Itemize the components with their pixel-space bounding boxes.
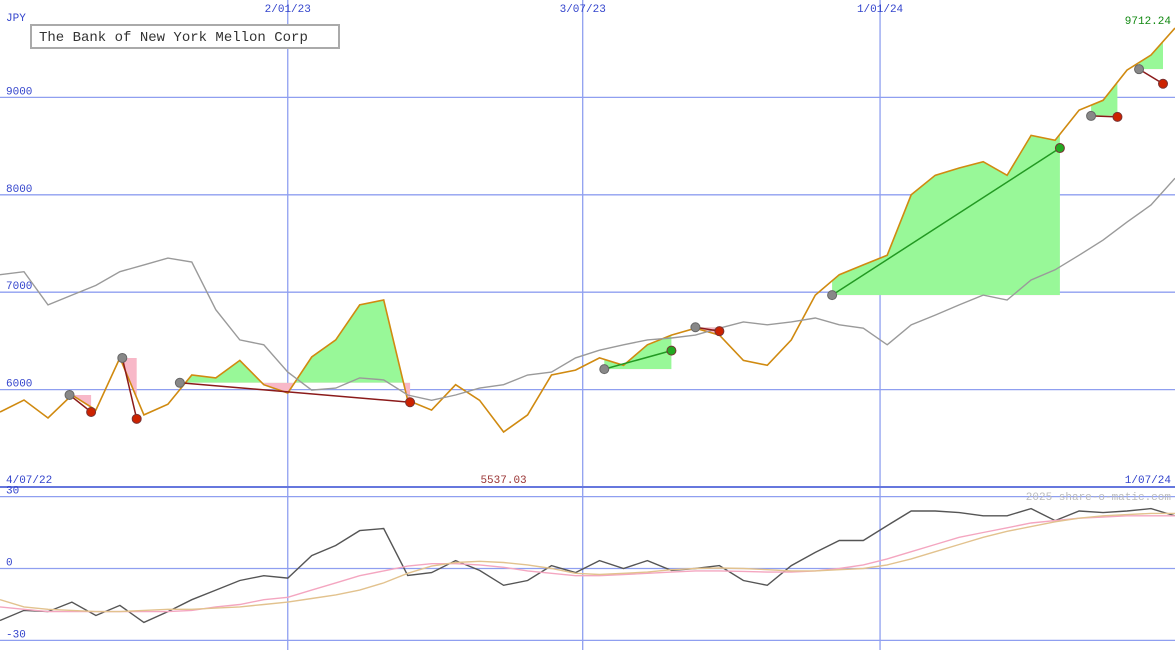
trade-start <box>690 322 701 333</box>
series-line <box>0 177 1175 402</box>
trade-start <box>64 389 75 400</box>
series-line <box>0 512 1175 613</box>
x-end-label: 1/07/24 <box>1125 475 1172 487</box>
watermark: 2025 share-o-matic.com <box>1026 492 1172 504</box>
series-line <box>0 515 1175 613</box>
trade-line <box>604 349 672 370</box>
trade-start <box>174 377 185 388</box>
series-line <box>0 507 1175 624</box>
trade-end <box>666 345 677 356</box>
x-start-label: 4/07/22 <box>6 475 52 487</box>
last-value-label: 9712.24 <box>1125 16 1172 28</box>
x-tick-label: 2/01/23 <box>265 4 311 16</box>
y-tick-label: 7000 <box>6 281 32 293</box>
trade-start <box>1086 110 1097 121</box>
trade-line <box>831 147 1061 296</box>
title-box <box>30 24 340 49</box>
series-line <box>0 27 1175 434</box>
trade-end <box>714 326 725 337</box>
trade-start <box>827 290 838 301</box>
trade-end <box>86 407 97 418</box>
trade-end <box>1054 143 1065 154</box>
loss-area <box>69 394 92 407</box>
y-tick-label: 30 <box>6 486 19 498</box>
x-tick-label: 1/01/24 <box>857 4 904 16</box>
chart-title: The Bank of New York Mellon Corp <box>39 30 308 46</box>
x-tick-label: 3/07/23 <box>560 4 606 16</box>
low-value-label: 5537.03 <box>480 475 526 487</box>
gain-area <box>179 300 411 383</box>
gain-area <box>832 134 1060 296</box>
y-tick-label: 9000 <box>6 86 32 98</box>
trade-start <box>599 364 610 375</box>
trade-end <box>1158 78 1169 89</box>
y-tick-label: 8000 <box>6 184 32 196</box>
y-tick-label: 6000 <box>6 379 32 391</box>
trade-line <box>121 357 138 419</box>
y-tick-label: 0 <box>6 558 13 570</box>
trade-start <box>117 352 128 363</box>
trade-end <box>1112 111 1123 122</box>
gain-area <box>604 335 672 370</box>
trade-line <box>179 382 411 404</box>
trade-end <box>405 397 416 408</box>
trade-start <box>1134 64 1145 75</box>
y-axis-label: JPY <box>6 13 26 25</box>
trade-end <box>131 413 142 424</box>
y-tick-label: -30 <box>6 629 26 641</box>
